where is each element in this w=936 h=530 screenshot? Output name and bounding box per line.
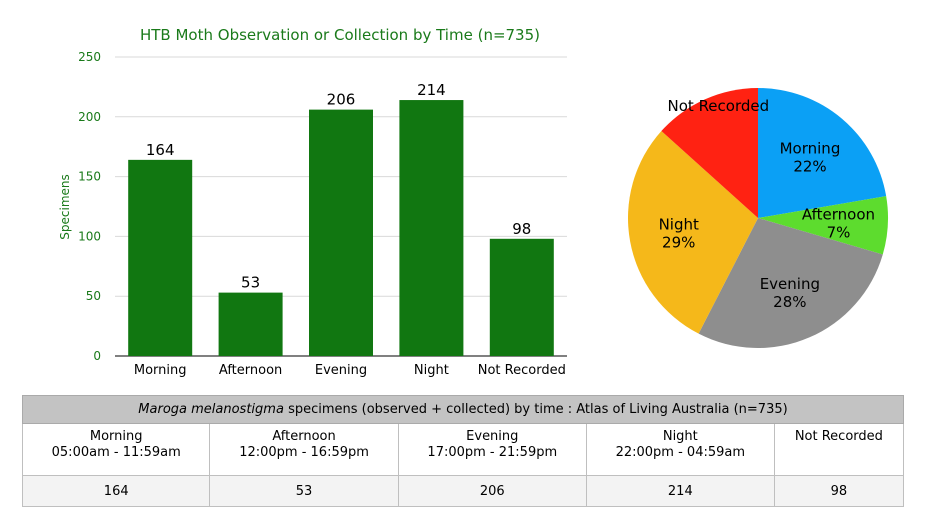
- table-value-night: 214: [585, 475, 775, 507]
- bar-data-label: 53: [241, 274, 260, 292]
- column-range: 22:00pm - 04:59am: [615, 445, 746, 460]
- table-header-night: Night 22:00pm - 04:59am: [585, 423, 775, 476]
- bar: [489, 238, 554, 356]
- pie-slice-label: Evening: [760, 275, 820, 293]
- bar-series: [128, 100, 554, 357]
- column-range: 17:00pm - 21:59pm: [427, 445, 558, 460]
- y-tick-label: 50: [86, 289, 101, 303]
- pie-slices: [628, 88, 888, 348]
- x-tick-label: Evening: [315, 363, 367, 378]
- column-name: Not Recorded: [794, 429, 883, 444]
- table-header-morning: Morning 05:00am - 11:59am: [21, 423, 211, 476]
- pie-slice-label: Morning: [780, 139, 841, 157]
- summary-table-container: Maroga melanostigma specimens (observed …: [21, 395, 905, 507]
- table-value-morning: 164: [21, 475, 211, 507]
- column-name: Afternoon: [272, 429, 336, 444]
- bar-data-label: 98: [512, 220, 531, 238]
- pie-slice-label: Not Recorded: [668, 97, 770, 115]
- pie-slice-label: Afternoon: [802, 206, 875, 224]
- table-caption: Maroga melanostigma specimens (observed …: [22, 395, 904, 424]
- pie-slice-percent: 28%: [773, 293, 806, 311]
- bar-data-label: 164: [146, 141, 175, 159]
- x-tick-label: Morning: [134, 363, 187, 378]
- table-value-not-recorded: 98: [773, 475, 905, 507]
- pie-slice: [758, 88, 887, 218]
- bar: [399, 100, 464, 356]
- column-range: 12:00pm - 16:59pm: [239, 445, 369, 460]
- y-tick-label: 200: [78, 110, 101, 124]
- caption-text: specimens (observed + collected) by time…: [283, 402, 788, 417]
- bar: [128, 159, 193, 356]
- y-tick-label: 250: [78, 50, 101, 64]
- bar-chart: HTB Moth Observation or Collection by Ti…: [58, 26, 567, 378]
- species-name: Maroga melanostigma: [138, 402, 284, 417]
- y-axis-ticks: 0 50 100 150 200 250: [78, 50, 101, 363]
- pie-slice-percent: 7%: [827, 224, 851, 242]
- pie-slice: [661, 88, 758, 218]
- y-tick-label: 150: [78, 170, 101, 184]
- y-axis-label: Specimens: [58, 174, 72, 239]
- bar-data-labels: 164 53 206 214 98: [146, 81, 531, 292]
- y-tick-label: 0: [93, 349, 101, 363]
- bar: [309, 109, 373, 357]
- x-axis-ticks: Morning Afternoon Evening Night Not Recorded: [134, 363, 566, 378]
- bar-chart-title: HTB Moth Observation or Collection by Ti…: [140, 26, 540, 44]
- table-header-afternoon: Afternoon 12:00pm - 16:59pm: [209, 423, 399, 476]
- table-value-afternoon: 53: [209, 475, 399, 507]
- bar-data-label: 214: [417, 81, 446, 99]
- bar-data-label: 206: [327, 91, 356, 109]
- column-range: 05:00am - 11:59am: [51, 445, 181, 460]
- table-header-evening: Evening 17:00pm - 21:59pm: [397, 423, 587, 476]
- column-name: Morning: [89, 429, 143, 444]
- x-tick-label: Night: [414, 363, 449, 378]
- summary-table: Maroga melanostigma specimens (observed …: [21, 395, 905, 507]
- column-name: Evening: [466, 429, 519, 444]
- table-header-not-recorded: Not Recorded: [773, 423, 905, 476]
- pie-slice-percent: 29%: [662, 234, 695, 252]
- column-name: Night: [662, 429, 698, 444]
- pie-slice-percent: 22%: [793, 157, 826, 175]
- pie-slice: [628, 131, 758, 334]
- bar: [218, 292, 283, 356]
- y-tick-label: 100: [78, 229, 101, 243]
- pie-slice: [758, 196, 888, 255]
- pie-slice: [698, 218, 883, 348]
- x-tick-label: Not Recorded: [478, 363, 566, 378]
- x-tick-label: Afternoon: [219, 363, 282, 378]
- table-value-evening: 206: [397, 475, 587, 507]
- pie-slice-label: Night: [659, 216, 699, 234]
